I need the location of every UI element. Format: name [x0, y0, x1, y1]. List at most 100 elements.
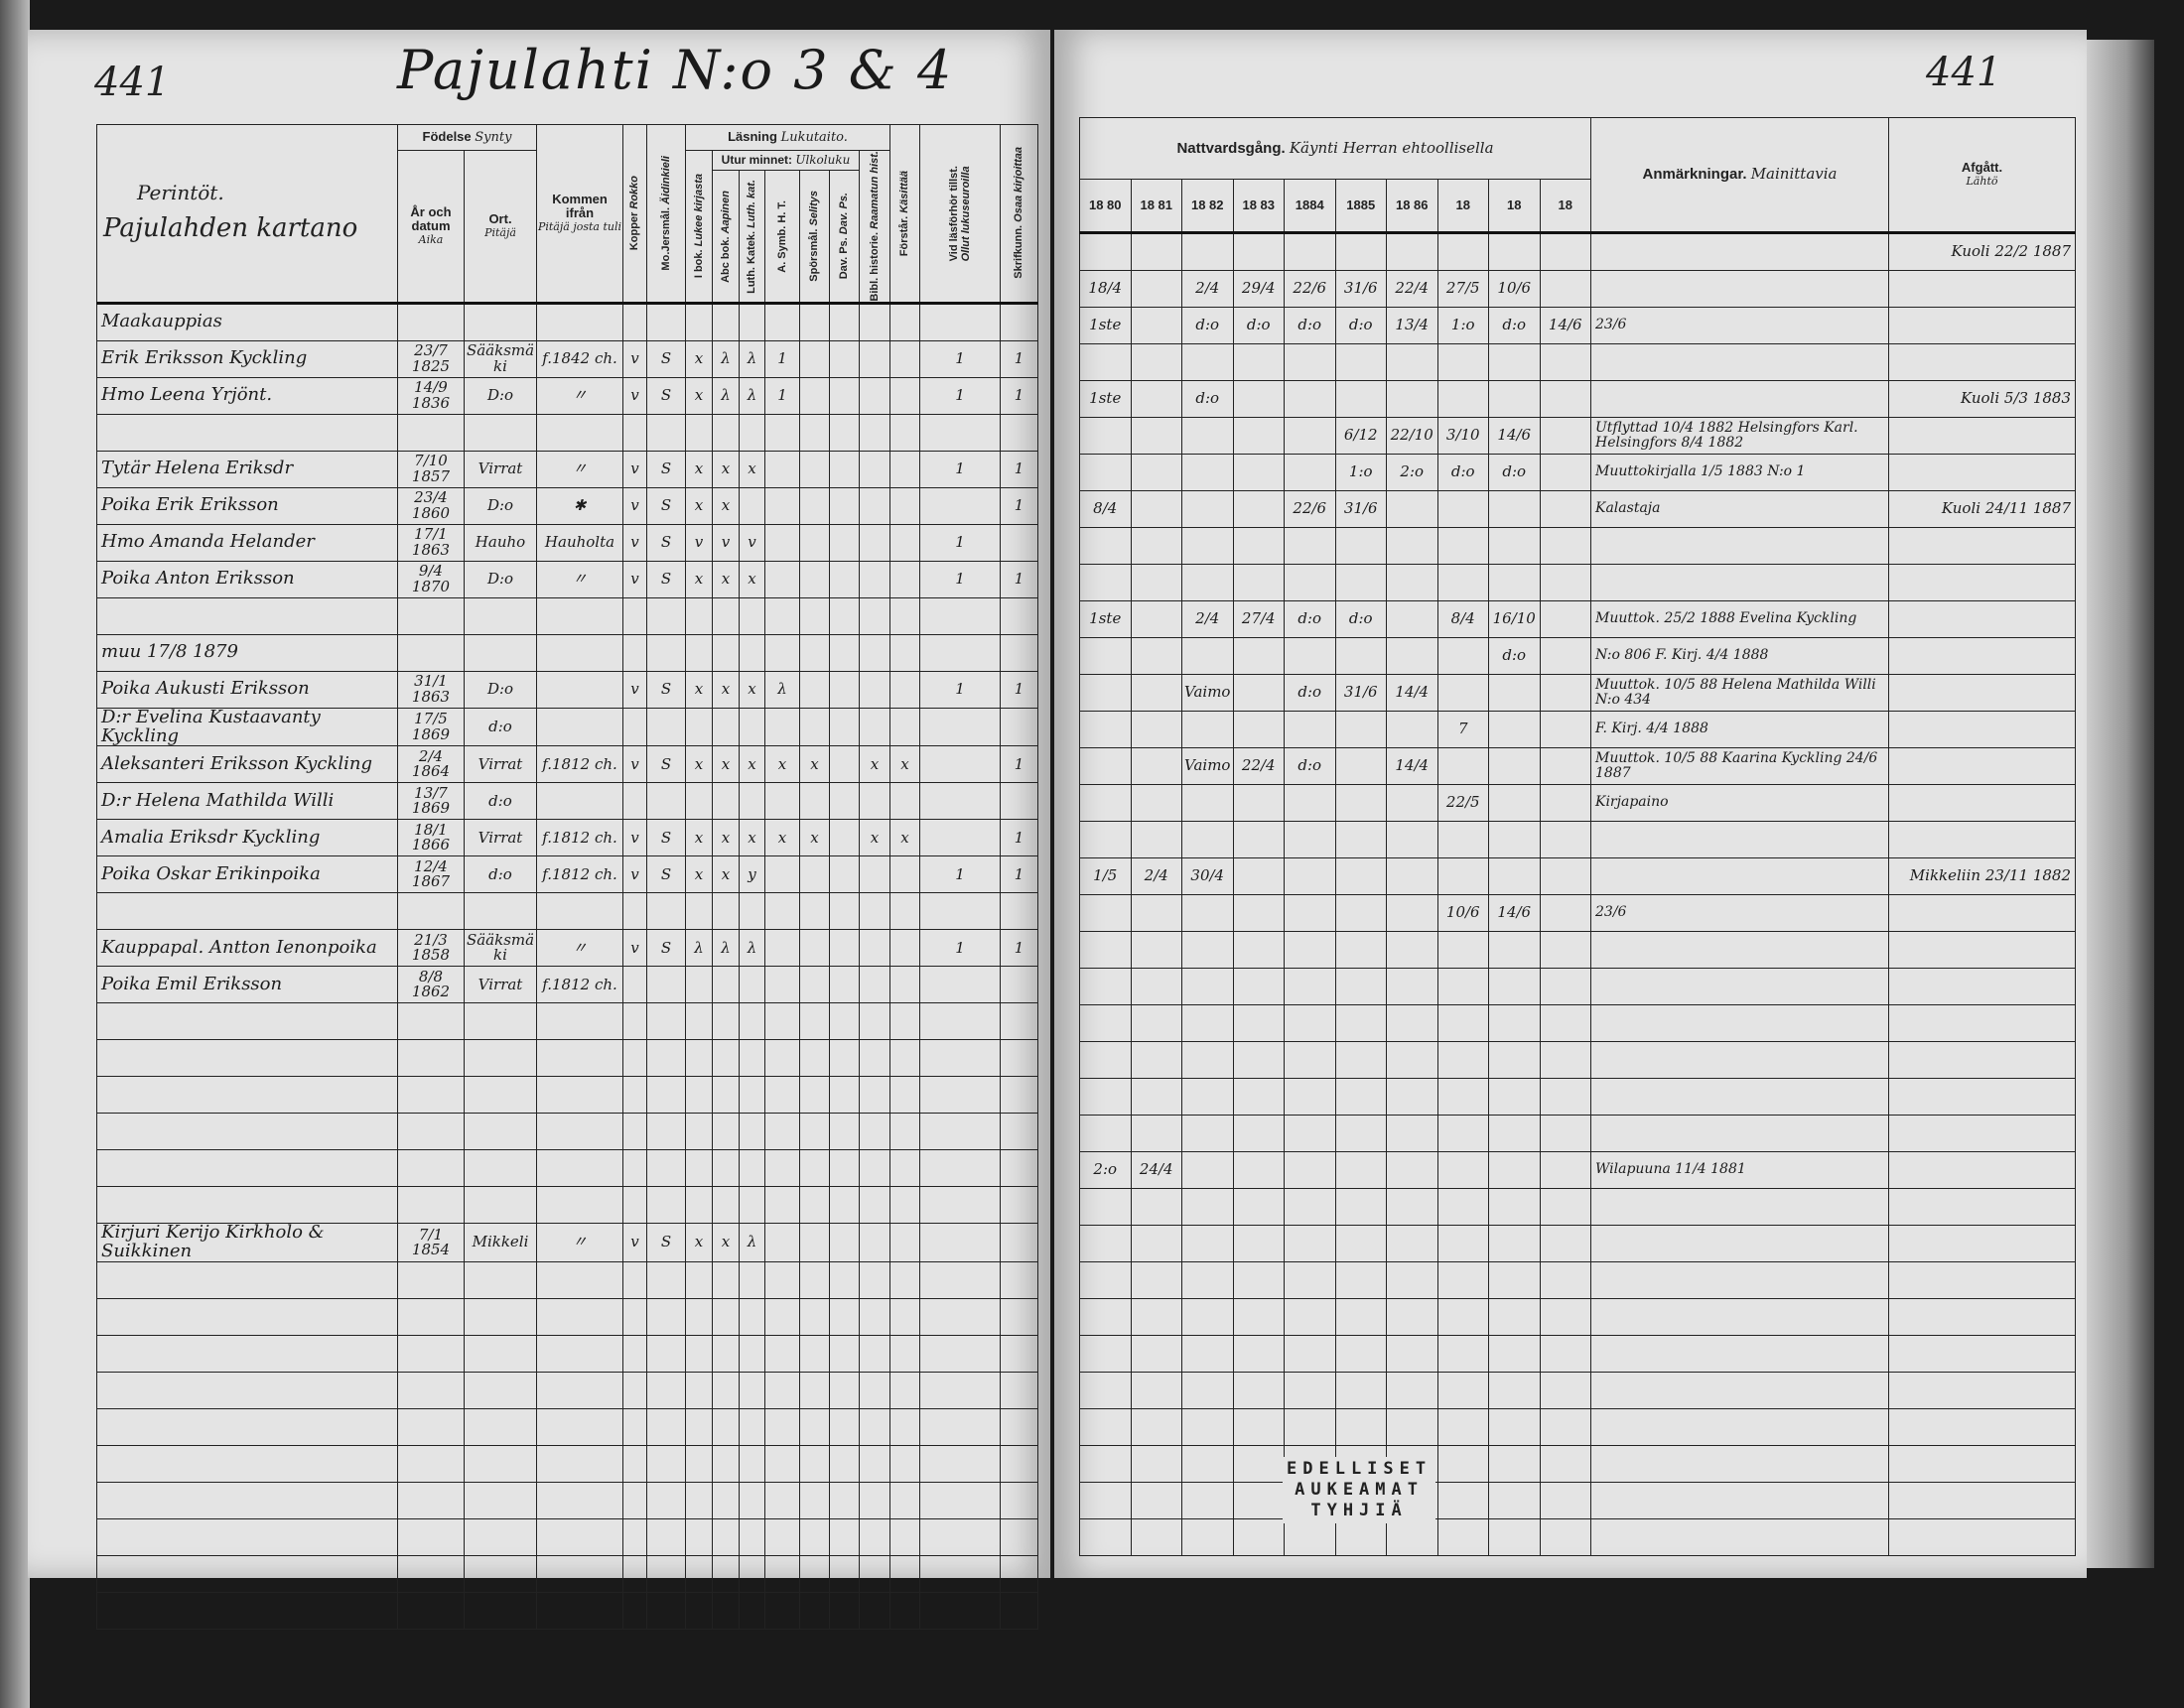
communion-cell [1539, 1225, 1591, 1262]
cell-dar [829, 819, 860, 857]
cell-sporsmal [799, 1149, 830, 1188]
cell-from [536, 1335, 623, 1374]
cell-from [536, 1261, 623, 1300]
afgatt-cell [1888, 1518, 2076, 1556]
cell-forstar [889, 1149, 920, 1188]
cell-mojersmal [646, 1002, 686, 1041]
cell-skrift [1000, 596, 1038, 635]
remarks-cell: Muuttok. 10/5 88 Helena Mathilda Willi N… [1590, 674, 1889, 712]
cell-year: 31/1 1863 [397, 670, 465, 709]
cell-year [397, 1408, 465, 1447]
cell-abc [712, 1482, 740, 1520]
cell-from [536, 1039, 623, 1078]
communion-cell [1436, 1004, 1489, 1042]
communion-cell [1284, 1261, 1336, 1299]
cell-bibl [859, 1445, 890, 1484]
cell-vid [919, 1002, 1001, 1041]
communion-cell [1130, 454, 1182, 491]
cell-bibl [859, 1223, 890, 1263]
cell-kopper [622, 1039, 647, 1078]
cell-kopper [622, 1592, 647, 1631]
cell-bibl [859, 855, 890, 894]
cell-bibl [859, 450, 890, 488]
cell-mojersmal [646, 302, 686, 341]
communion-cell [1181, 564, 1234, 601]
cell-sporsmal [799, 707, 830, 747]
communion-cell: 30/4 [1181, 857, 1234, 895]
communion-cell [1488, 931, 1541, 969]
cell-dar [829, 1039, 860, 1078]
communion-cell [1284, 1372, 1336, 1409]
year-header: 18 81 [1130, 179, 1182, 234]
communion-cell: 22/5 [1436, 784, 1489, 822]
cell-ibok [685, 1186, 713, 1225]
communion-cell [1386, 1518, 1438, 1556]
cell-place [464, 892, 537, 931]
remarks-cell [1590, 1004, 1889, 1042]
communion-cell: d:o [1488, 637, 1541, 675]
cell-dar [829, 596, 860, 635]
cell-kopper [622, 782, 647, 821]
register-row: Amalia Eriksdr Kyckling 18/1 1866 Virrat f.… [96, 819, 1038, 857]
communion-cell [1130, 1445, 1182, 1483]
cell-dar [829, 1518, 860, 1557]
cell-dar [829, 670, 860, 709]
cell-forstar [889, 450, 920, 488]
cell-luth [739, 966, 765, 1004]
cell-from: Hauholta [536, 523, 623, 562]
cell-forstar [889, 855, 920, 894]
cell-sporsmal [799, 339, 830, 378]
communion-cell [1284, 232, 1336, 271]
cell-year [397, 596, 465, 635]
cell-vid [919, 782, 1001, 821]
communion-cell [1130, 821, 1182, 858]
communion-cell [1284, 821, 1336, 858]
cell-sporsmal [799, 1039, 830, 1078]
communion-cell [1181, 527, 1234, 565]
communion-cell [1284, 1335, 1336, 1373]
communion-cell [1334, 1115, 1387, 1152]
cell-dar [829, 633, 860, 672]
communion-cell [1232, 711, 1285, 748]
cell-mojersmal [646, 782, 686, 821]
register-row [96, 892, 1038, 931]
communion-cell [1488, 527, 1541, 565]
cell-bibl [859, 1261, 890, 1300]
communion-cell [1436, 857, 1489, 895]
communion-cell [1436, 1151, 1489, 1189]
communion-cell [1386, 343, 1438, 381]
cell-vid [919, 302, 1001, 341]
cell-ibok [685, 1039, 713, 1078]
communion-cell [1232, 857, 1285, 895]
communion-cell [1334, 931, 1387, 969]
communion-cell [1436, 1041, 1489, 1079]
communion-cell [1436, 637, 1489, 675]
communion-cell [1181, 1041, 1234, 1079]
cell-kopper: v [622, 523, 647, 562]
cell-ibok [685, 966, 713, 1004]
forstar-header: Förstår. Käsittää [889, 124, 920, 305]
cell-name [96, 1002, 398, 1041]
cell-name: Hmo Amanda Helander [96, 523, 398, 562]
communion-cell [1284, 1225, 1336, 1262]
cell-vid: 1 [919, 376, 1001, 415]
cell-ibok [685, 633, 713, 672]
communion-cell: 14/6 [1488, 417, 1541, 455]
register-row [96, 1335, 1038, 1374]
communion-cell [1079, 1445, 1132, 1483]
register-row: 6/12 22/10 3/10 14/6 Utflyttad 10/4 1882 Hel… [1079, 417, 2076, 455]
cell-year [397, 413, 465, 452]
register-row [1079, 1078, 2076, 1116]
communion-cell [1488, 1335, 1541, 1373]
communion-cell [1386, 490, 1438, 528]
communion-cell [1284, 637, 1336, 675]
afgatt-cell [1888, 1004, 2076, 1042]
cell-skrift [1000, 1555, 1038, 1594]
afgatt-cell [1888, 1078, 2076, 1116]
register-row: 1ste 2/4 27/4 d:o d:o 8/4 16/10 Muuttok. 25/2 1… [1079, 600, 2076, 638]
register-row: 10/6 14/6 23/6 [1079, 894, 2076, 932]
communion-cell [1232, 1445, 1285, 1483]
communion-cell [1386, 1298, 1438, 1336]
communion-cell [1130, 894, 1182, 932]
